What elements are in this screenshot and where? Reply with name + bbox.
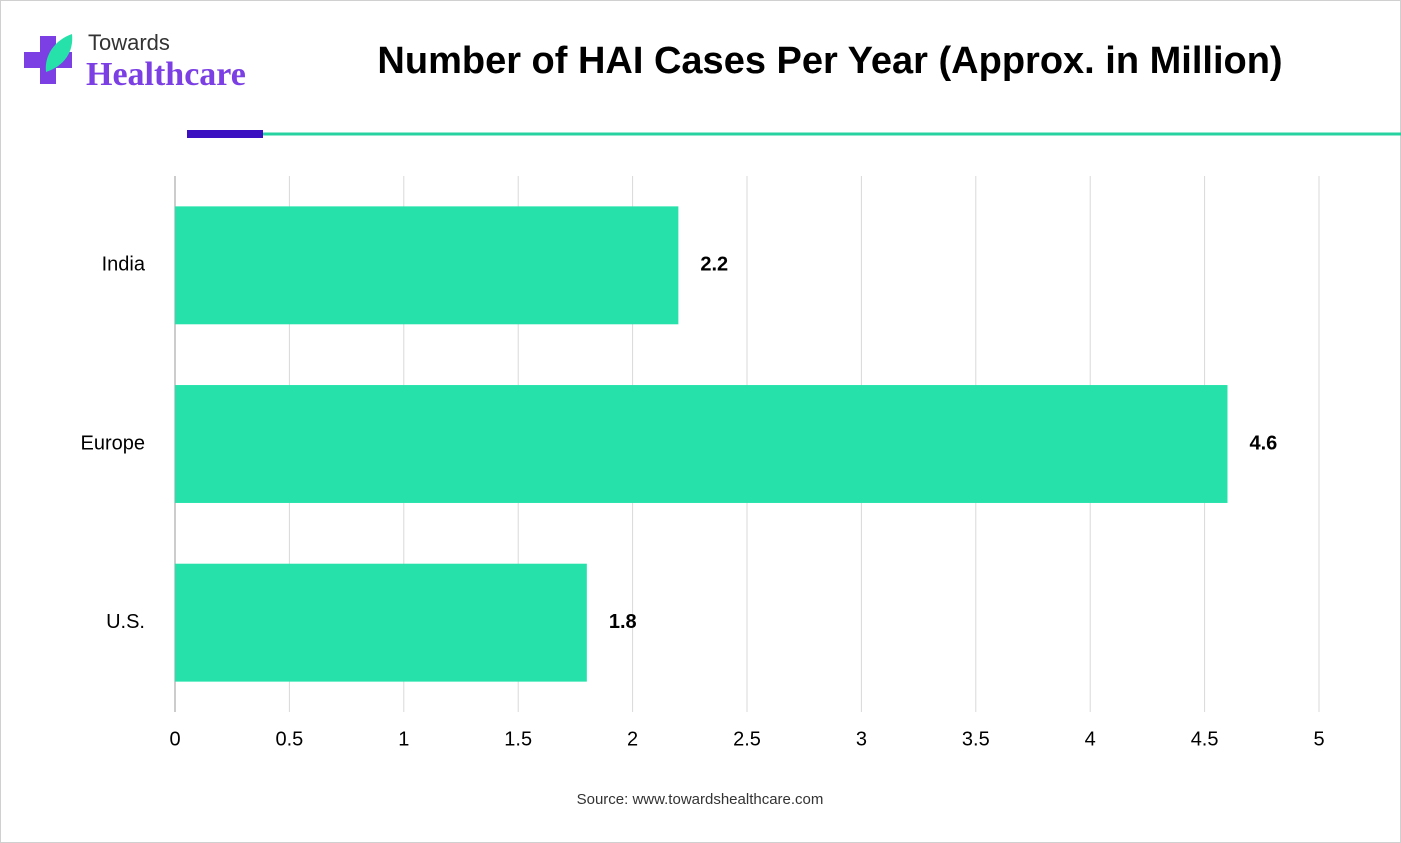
x-tick-label: 1.5 xyxy=(504,728,532,750)
logo: Towards Healthcare xyxy=(24,30,246,93)
y-tick-label: U.S. xyxy=(106,611,145,633)
x-tick-label: 2.5 xyxy=(733,728,761,750)
x-tick-label: 2 xyxy=(627,728,638,750)
bar xyxy=(175,563,587,682)
value-label: 4.6 xyxy=(1249,432,1277,454)
x-tick-label: 3.5 xyxy=(962,728,990,750)
source: Source: www.towardshealthcare.com xyxy=(577,791,824,808)
x-tick-label: 3 xyxy=(856,728,867,750)
logo-text: Healthcare xyxy=(86,56,246,93)
logo-text: Towards xyxy=(88,30,170,55)
x-tick-label: 4 xyxy=(1085,728,1096,750)
y-tick-label: Europe xyxy=(81,432,146,454)
x-tick-label: 0.5 xyxy=(275,728,303,750)
bar xyxy=(175,385,1228,503)
logo-leaf xyxy=(45,34,73,72)
x-tick-label: 1 xyxy=(398,728,409,750)
bar xyxy=(175,206,679,325)
x-tick-label: 5 xyxy=(1313,728,1324,750)
value-label: 2.2 xyxy=(700,254,728,276)
y-tick-label: India xyxy=(102,254,146,276)
x-tick-label: 4.5 xyxy=(1191,728,1219,750)
value-label: 1.8 xyxy=(609,611,637,633)
x-tick-label: 0 xyxy=(169,728,180,750)
chart-title: Number of HAI Cases Per Year (Approx. in… xyxy=(377,40,1282,82)
